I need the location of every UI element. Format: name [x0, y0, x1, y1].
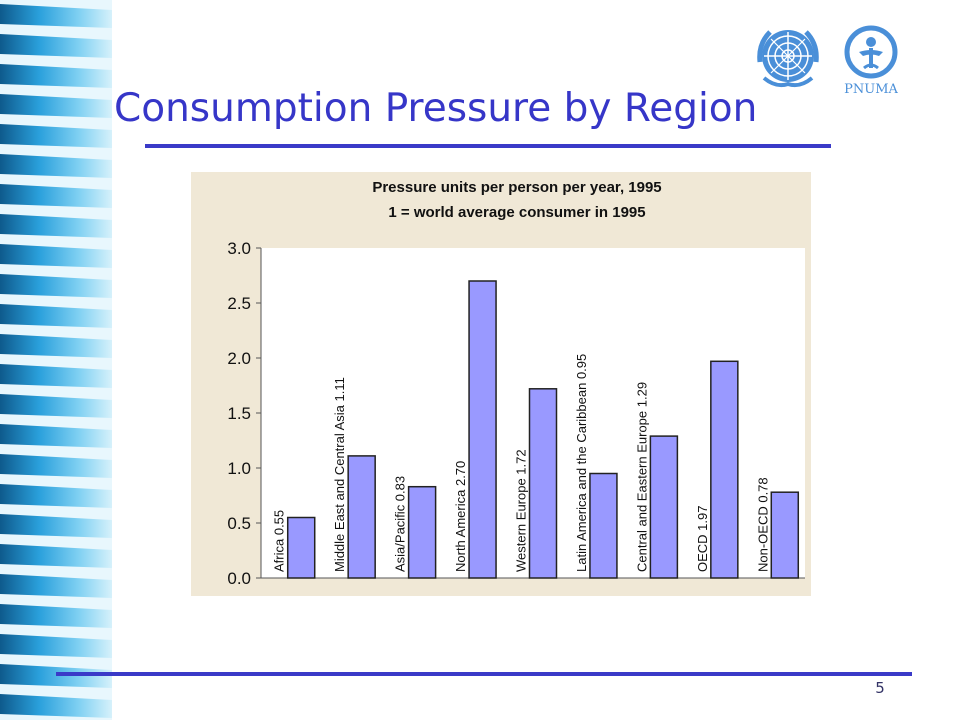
bar — [528, 388, 558, 579]
y-tick-label: 2.0 — [227, 349, 251, 368]
slide-title: Consumption Pressure by Region — [114, 86, 758, 131]
bar-label: OECD 1.97 — [695, 506, 710, 572]
stripe-band — [0, 304, 112, 328]
stripe-band — [0, 394, 112, 418]
stripe-band — [0, 634, 112, 658]
bar — [407, 485, 437, 579]
stripe-band — [0, 244, 112, 268]
stripe-band — [0, 184, 112, 208]
stripe-band — [0, 274, 112, 298]
stripe-band — [0, 4, 112, 28]
stripe-band — [0, 64, 112, 88]
stripe-band — [0, 364, 112, 388]
y-tick-label: 1.5 — [227, 404, 251, 423]
y-tick-label: 2.5 — [227, 294, 251, 313]
stripe-band — [0, 94, 112, 118]
bar — [347, 455, 376, 579]
un-emblem-logo — [752, 22, 824, 94]
bar — [286, 516, 316, 579]
y-tick-label: 0.5 — [227, 514, 251, 533]
stripe-band — [0, 124, 112, 148]
bar-label: Middle East and Central Asia 1.11 — [332, 377, 347, 572]
stripe-band — [0, 604, 112, 628]
footer-rule — [56, 672, 912, 676]
stripe-band — [0, 424, 112, 448]
stripe-band — [0, 664, 112, 688]
page-number: 5 — [875, 679, 885, 697]
bar-label: Latin America and the Caribbean 0.95 — [574, 354, 589, 572]
bar-label: Africa 0.55 — [272, 510, 287, 572]
stripe-band — [0, 484, 112, 508]
chart-subtitle: 1 = world average consumer in 1995 — [388, 204, 645, 221]
pnuma-logo: PNUMA — [832, 22, 910, 98]
stripe-band — [0, 214, 112, 238]
stripe-band — [0, 694, 112, 718]
stripe-band — [0, 334, 112, 358]
y-axis-ticks: 0.0 0.5 1.0 1.5 2.0 2.5 3.0 — [227, 239, 261, 588]
bar-label: North America 2.70 — [453, 461, 468, 572]
title-underline — [145, 144, 831, 148]
stripe-band — [0, 574, 112, 598]
stripe-band — [0, 454, 112, 478]
y-tick-label: 1.0 — [227, 459, 251, 478]
stripe-band — [0, 544, 112, 568]
bar-label: Central and Eastern Europe 1.29 — [634, 382, 649, 572]
decorative-stripes — [0, 0, 112, 720]
y-tick-label: 3.0 — [227, 239, 251, 258]
bar — [770, 491, 800, 579]
bar-label: Asia/Pacific 0.83 — [393, 476, 408, 572]
stripe-band — [0, 154, 112, 178]
bar-label: Non-OECD 0.78 — [755, 477, 770, 572]
stripe-band — [0, 34, 112, 58]
pnuma-logo-text: PNUMA — [844, 82, 898, 97]
y-tick-label: 0.0 — [227, 569, 251, 588]
bar — [589, 472, 618, 579]
stripe-band — [0, 514, 112, 538]
bar — [710, 360, 739, 579]
chart-title: Pressure units per person per year, 1995 — [372, 179, 661, 196]
bar-chart: Pressure units per person per year, 1995… — [191, 172, 811, 596]
bar — [649, 435, 679, 579]
bar — [468, 280, 497, 579]
bar-label: Western Europe 1.72 — [514, 449, 529, 572]
bars: Africa 0.55 Middle East and Central Asia … — [272, 280, 800, 579]
